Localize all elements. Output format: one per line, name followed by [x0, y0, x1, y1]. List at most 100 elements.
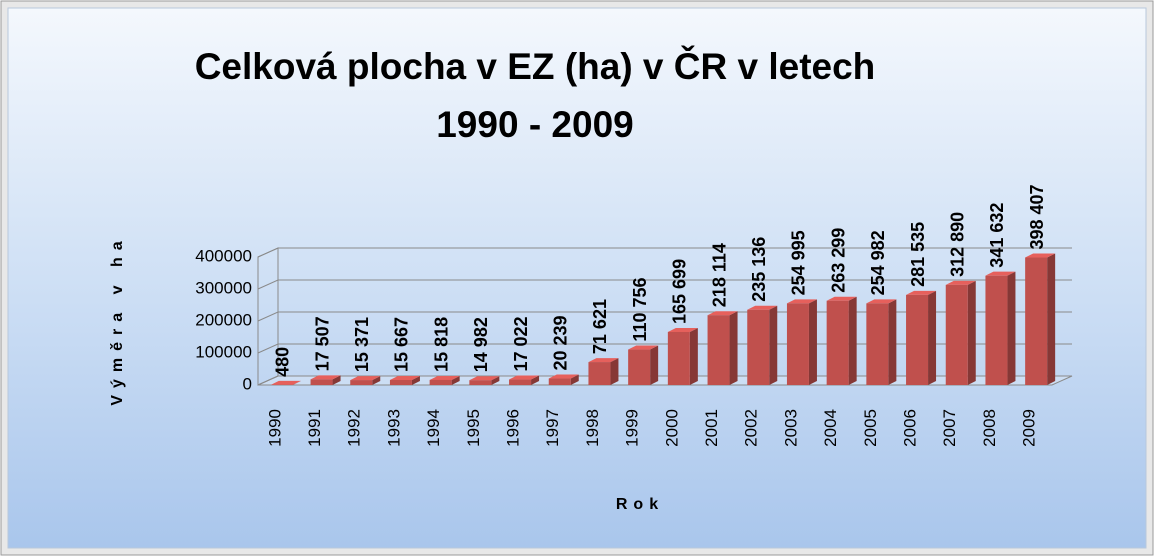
x-tick-label: 2006 [901, 409, 920, 447]
x-tick-label: 2007 [940, 409, 959, 447]
bar-top [469, 376, 500, 381]
bar-top [985, 271, 1016, 276]
value-label: 20 239 [551, 315, 571, 370]
chart-area [7, 7, 1147, 549]
bar [985, 275, 1008, 385]
value-label: 17 507 [312, 316, 332, 371]
x-tick-label: 2005 [861, 409, 880, 447]
value-label: 480 [273, 347, 293, 377]
bar-side [729, 311, 738, 385]
bar-top [707, 311, 738, 316]
bar-top [310, 375, 341, 380]
bar-side [888, 299, 897, 385]
x-tick-label: 1996 [504, 409, 523, 447]
bar-top [667, 327, 698, 332]
x-axis-label: Rok [616, 496, 664, 513]
value-label: 263 299 [828, 228, 848, 293]
grid-line [257, 279, 1072, 290]
bar [945, 284, 968, 385]
value-label: 312 890 [948, 212, 968, 277]
bar-top [548, 374, 579, 379]
bar [469, 380, 492, 385]
bar [786, 303, 809, 385]
x-tick-label: 2000 [662, 409, 681, 447]
bar [906, 294, 929, 385]
bar-top [429, 375, 460, 380]
bar [866, 303, 889, 385]
x-tick-label: 2008 [980, 409, 999, 447]
bar-top [826, 296, 857, 301]
chart-title: Celková plocha v EZ (ha) v ČR v letech 1… [194, 46, 876, 145]
value-label: 15 818 [431, 317, 451, 372]
bar-top [628, 345, 659, 350]
x-tick-label: 1991 [305, 409, 324, 447]
bar-side [1047, 253, 1056, 385]
value-label: 17 022 [511, 316, 531, 371]
bar-top [1025, 253, 1056, 258]
bar-top [509, 375, 540, 380]
x-tick-label: 1994 [424, 409, 443, 447]
bar-top [906, 290, 937, 295]
bar [548, 378, 571, 385]
bar-side [967, 280, 976, 385]
x-tick-label: 1999 [623, 409, 642, 447]
x-tick-label: 2003 [781, 409, 800, 447]
value-label: 398 407 [1027, 184, 1047, 249]
bar [509, 379, 532, 385]
x-tick-label: 1997 [543, 409, 562, 447]
bar [350, 380, 373, 385]
bar-side [332, 375, 341, 385]
value-label: 281 535 [908, 222, 928, 287]
value-label: 110 756 [630, 277, 650, 341]
bar [667, 331, 690, 385]
bar-top [588, 358, 619, 363]
bar-side [451, 375, 460, 385]
y-tick-label: 400000 [195, 246, 252, 265]
value-label: 71 621 [590, 299, 610, 354]
bar [429, 379, 452, 385]
bar-side [689, 327, 698, 385]
bar-side [769, 305, 778, 385]
bar [628, 349, 651, 385]
value-label: 14 982 [471, 317, 491, 372]
x-tick-label: 1993 [384, 409, 403, 447]
x-tick-label: 2001 [702, 409, 721, 447]
value-label: 254 995 [789, 230, 809, 295]
bar-top [747, 305, 778, 310]
y-tick-label: 100000 [195, 342, 252, 361]
bar-side [1007, 271, 1016, 385]
bar-top [945, 280, 976, 285]
bar-top [270, 380, 301, 385]
bar-side [808, 299, 817, 385]
y-axis-label: Výměra v ha [109, 234, 126, 405]
bar [389, 379, 412, 385]
bar [310, 379, 333, 385]
y-tick-label: 200000 [195, 310, 252, 329]
x-tick-label: 2002 [742, 409, 761, 447]
value-label: 218 114 [709, 243, 729, 307]
x-tick-label: 2009 [1020, 409, 1039, 447]
x-tick-label: 1998 [583, 409, 602, 447]
bar-side [570, 374, 579, 385]
bar-top [866, 299, 897, 304]
bar [826, 300, 849, 385]
bar [1025, 257, 1048, 385]
bar-side [531, 375, 540, 385]
bar [747, 309, 770, 385]
value-label: 341 632 [987, 203, 1007, 268]
y-tick-label: 300000 [195, 278, 252, 297]
value-label: 165 699 [670, 259, 690, 324]
bar-side [411, 375, 420, 385]
value-label: 235 136 [749, 237, 769, 302]
bar-side [292, 380, 301, 385]
grid-line [257, 247, 1072, 258]
value-label: 254 982 [868, 230, 888, 295]
bar [707, 315, 730, 385]
bar-side [650, 345, 659, 385]
bar [588, 362, 611, 385]
bar-top [786, 299, 817, 304]
bar-top [389, 375, 420, 380]
bar-side [372, 376, 381, 385]
